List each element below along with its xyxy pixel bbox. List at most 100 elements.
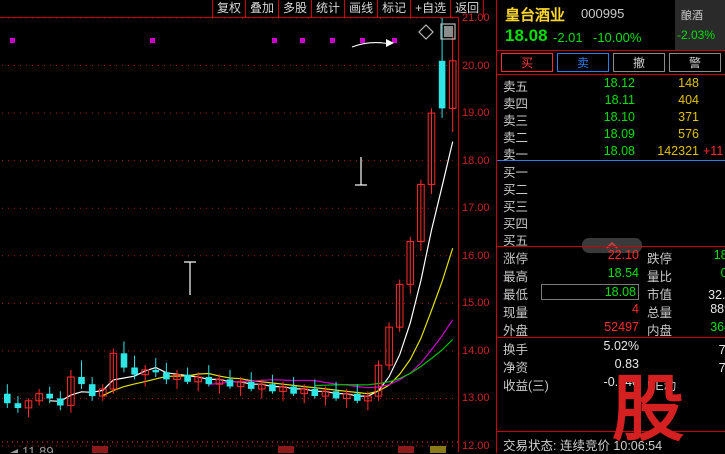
stat-row: 收益(三) -0.040 PE动 --	[497, 374, 725, 393]
toolbar-tongji[interactable]: 统计	[311, 0, 346, 17]
level-label: 卖四	[503, 97, 529, 111]
bid-row[interactable]: 买一	[497, 161, 725, 180]
level-quantity: 371	[678, 110, 699, 124]
stat-label-right: 内盘	[647, 324, 673, 338]
toolbar-diejia[interactable]: 叠加	[245, 0, 280, 17]
last-price: 18.08	[505, 26, 548, 45]
stat-value-right: 18.08	[713, 248, 725, 262]
stat-label-right: 跌停	[647, 252, 673, 266]
stat-value-right: 88988	[710, 302, 725, 316]
stat-value-right: 0.99	[720, 266, 725, 280]
price-change-percent: -10.00%	[593, 30, 642, 45]
cancel-order-button[interactable]: 撤	[613, 53, 665, 72]
stat-value-left: 22.10	[607, 248, 639, 262]
level-label: 卖五	[503, 80, 529, 94]
toolbar-huaxian[interactable]: 画线	[344, 0, 379, 17]
level-label: 买四	[503, 217, 529, 231]
stat-label-left: 涨停	[503, 252, 529, 266]
price-axis-tick: 12.00	[462, 440, 490, 452]
price-axis-tick: 21.00	[462, 12, 490, 24]
stat-value-right: 77亿	[718, 343, 725, 357]
toolbar-button-label: 标记	[382, 1, 407, 15]
stat-value-right: 32.1亿	[708, 288, 725, 302]
order-action-bar: 买卖撤警	[497, 51, 725, 75]
stat-row: 换手 5.02% 77亿	[497, 338, 725, 357]
toolbar-add-favorite[interactable]: +自选	[410, 0, 452, 17]
toolbar-fuquan[interactable]: 复权	[212, 0, 247, 17]
stat-value-left: 18.08	[541, 284, 639, 300]
order-book: 卖五 18.12 148 卖四 18.11 404 卖三 18.10 371 卖二 18.09 576…	[497, 75, 725, 253]
stat-row: 净资 0.83 77亿	[497, 356, 725, 375]
toolbar-back[interactable]: 返回	[450, 0, 485, 17]
stat-row: 外盘 52497 内盘 36491	[497, 319, 725, 338]
stock-code: 000995	[581, 6, 625, 21]
toolbar-button-label: 复权	[217, 1, 242, 15]
bid-row[interactable]: 买三	[497, 195, 725, 214]
ask-row[interactable]: 卖三 18.10 371	[497, 109, 725, 128]
ask-row[interactable]: 卖一 18.08 142321 +11	[497, 143, 725, 162]
stat-label-left: 现量	[503, 306, 529, 320]
level-price: 18.09	[603, 127, 635, 141]
trading-status-text: 交易状态: 连续竞价 10:06:54	[503, 439, 663, 453]
level-quantity: 148	[678, 76, 699, 90]
bid-row[interactable]: 买四	[497, 212, 725, 231]
candlestick-chart[interactable]: 21.20 11.89	[0, 17, 460, 453]
diamond-icon[interactable]	[417, 23, 435, 41]
sell-button[interactable]: 卖	[557, 53, 609, 72]
alert-button[interactable]: 警	[669, 53, 721, 72]
level-quantity: 404	[678, 93, 699, 107]
sector-badge[interactable]: 酿酒 -2.03%	[675, 0, 725, 50]
price-axis-tick: 17.00	[462, 202, 490, 215]
action-label: 买	[520, 56, 533, 70]
stat-label-left: 外盘	[503, 324, 529, 338]
level-label: 买一	[503, 166, 529, 180]
level-label: 卖一	[503, 148, 529, 162]
stat-label-right: 总量	[647, 306, 673, 320]
ask-row[interactable]: 卖二 18.09 576	[497, 126, 725, 145]
price-axis: 21.00 20.00 19.00 18.00 17.00 16.00 15.00 14.00…	[460, 12, 496, 453]
toolbar-button-label: 叠加	[250, 1, 275, 15]
toolbar-button-label: +自选	[415, 1, 447, 15]
action-label: 卖	[576, 56, 589, 70]
bid-row[interactable]: 买五	[497, 229, 725, 248]
buy-button[interactable]: 买	[501, 53, 553, 72]
toolbar-button-label: 多股	[283, 1, 308, 15]
toolbar-button-label: 画线	[349, 1, 374, 15]
stat-row: 涨停 22.10 跌停 18.08	[497, 247, 725, 266]
level-quantity: 576	[678, 127, 699, 141]
square-icon[interactable]	[440, 23, 456, 40]
level-price: 18.10	[603, 110, 635, 124]
toolbar-biaoji[interactable]: 标记	[377, 0, 412, 17]
stat-value-left: 5.02%	[603, 339, 639, 353]
price-axis-tick: 14.00	[462, 344, 490, 357]
trading-status-bar: 交易状态: 连续竞价 10:06:54	[497, 431, 725, 453]
level-price: 18.11	[604, 93, 635, 107]
price-axis-tick: 18.00	[462, 154, 490, 167]
ask-row[interactable]: 卖四 18.11 404	[497, 92, 725, 111]
stat-label-left: 最高	[503, 270, 529, 284]
stat-value-right: 36491	[710, 320, 725, 334]
level-extra: +11	[703, 144, 724, 158]
level-label: 买五	[503, 234, 529, 248]
ask-row[interactable]: 卖五 18.12 148	[497, 75, 725, 94]
stock-name: 皇台酒业	[505, 7, 566, 24]
stat-label-left: 收益(三)	[503, 379, 549, 393]
level-label: 买三	[503, 200, 529, 214]
level-quantity: 142321	[657, 144, 699, 158]
stat-value-right: --	[685, 375, 725, 389]
stat-value-left: -0.040	[603, 375, 639, 389]
level-label: 买二	[503, 183, 529, 197]
low-price-annotation: 11.89	[22, 444, 54, 453]
toolbar-duogu[interactable]: 多股	[278, 0, 313, 17]
action-label: 警	[688, 56, 701, 70]
sector-name: 酿酒	[681, 10, 703, 22]
price-axis-tick: 19.00	[462, 107, 490, 120]
price-change: -2.01	[553, 30, 583, 45]
level-price: 18.08	[603, 144, 635, 158]
price-axis-tick: 16.00	[462, 249, 490, 262]
book-separator	[497, 160, 725, 161]
stat-value-left: 4	[632, 302, 639, 316]
bid-row[interactable]: 买二	[497, 178, 725, 197]
stat-label-left: 净资	[503, 361, 529, 375]
